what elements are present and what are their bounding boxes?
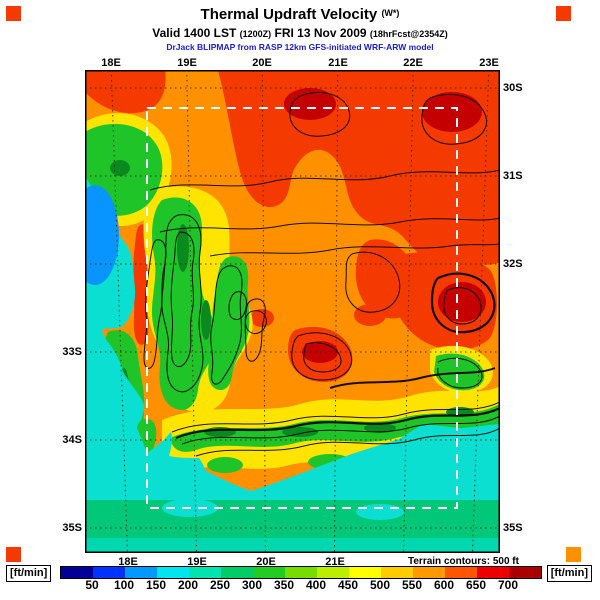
lat-label-right: 35S [503,522,523,534]
colorbar-tick-label: 550 [401,578,423,592]
lon-label-top: 19E [177,57,197,69]
lon-label-bottom: 19E [187,556,207,568]
colorbar-unit-right: [ft/min] [546,565,592,582]
lon-label-top: 23E [479,57,499,69]
lon-label-top: 21E [328,57,348,69]
colorbar-tick-label: 300 [241,578,263,592]
lat-label-right: 30S [503,82,523,94]
colorbar-bar [60,566,542,579]
colorbar-segment [157,567,189,578]
colorbar-tick-label: 350 [273,578,295,592]
colorbar-tick-label: 100 [113,578,135,592]
colorbar-segment [93,567,125,578]
colorbar-tick-label: 50 [85,578,99,592]
lat-lon-grid [85,70,500,553]
lon-label-bottom: 20E [256,556,276,568]
valid-time: Valid 1400 LST [152,26,237,40]
lon-label-bottom: 21E [325,556,345,568]
terrain-note: Terrain contours: 500 ft [408,556,519,567]
colorbar-unit-left: [ft/min] [6,565,52,582]
model-attribution: DrJack BLIPMAP from RASP 12km GFS-initia… [166,42,434,52]
colorbar-segment [253,567,285,578]
colorbar-tick-label: 200 [177,578,199,592]
lat-label-left: 34S [62,434,82,446]
map-border [85,70,500,553]
lon-label-bottom: 18E [118,556,138,568]
colorbar-tick-label: 250 [209,578,231,592]
valid-date: FRI 13 Nov 2009 [274,26,367,40]
model-domain-box [146,107,458,509]
valid-zulu-time: (1200Z) [239,29,272,39]
corner-marker-top-right [556,6,571,21]
valid-line: Valid 1400 LST (1200Z) FRI 13 Nov 2009 (… [0,26,600,40]
terrain-contours [143,92,500,457]
plot-header: Thermal Updraft Velocity (W*) Valid 1400… [0,6,600,52]
lat-label-right: 32S [503,258,523,270]
colorbar-tick-label: 700 [497,578,519,592]
plot-title-unit: (W*) [381,8,400,18]
plot-title: Thermal Updraft Velocity [200,6,378,23]
corner-marker-bottom-left [6,547,21,562]
title-line: Thermal Updraft Velocity (W*) [0,6,600,23]
colorbar-segment [445,567,477,578]
colorbar-segment [125,567,157,578]
lat-label-left: 33S [62,346,82,358]
colorbar-segment [509,567,541,578]
lat-label-left: 35S [62,522,82,534]
colorbar-segment [285,567,317,578]
map-canvas [85,70,500,553]
lat-label-right: 31S [503,170,523,182]
forecast-info: (18hrFcst@2354Z) [369,29,448,39]
colorbar-segment [61,567,93,578]
colorbar-segment [317,567,349,578]
colorbar-segment [413,567,445,578]
corner-marker-bottom-right [566,547,581,562]
colorbar-segment [349,567,381,578]
lon-label-top: 20E [252,57,272,69]
colorbar-segment [189,567,221,578]
colorbar-tick-label: 150 [145,578,167,592]
colorbar-tick-label: 600 [433,578,455,592]
colorbar-tick-label: 650 [465,578,487,592]
colorbar-segment [381,567,413,578]
colorbar-tick-label: 400 [305,578,327,592]
lon-label-top: 18E [101,57,121,69]
colorbar-ticks: 50 100 150 200 250 300 350 400 450 500 550 600 650 70… [60,578,540,593]
corner-marker-top-left [6,6,21,21]
colorbar-segment [221,567,253,578]
colorbar-tick-label: 450 [337,578,359,592]
colorbar-tick-label: 500 [369,578,391,592]
colorbar-segment [477,567,509,578]
lon-label-top: 22E [403,57,423,69]
